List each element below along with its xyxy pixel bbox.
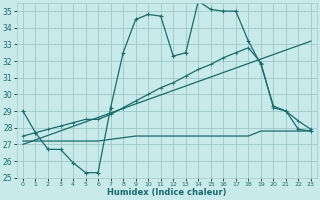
X-axis label: Humidex (Indice chaleur): Humidex (Indice chaleur) bbox=[107, 188, 227, 197]
